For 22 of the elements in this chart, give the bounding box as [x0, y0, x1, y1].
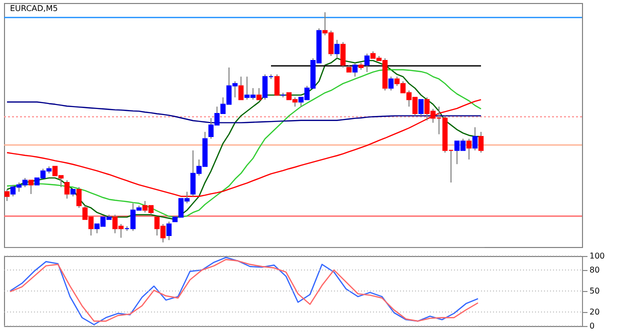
candlestick: [64, 180, 70, 200]
candlestick: [478, 131, 484, 154]
candlestick: [76, 186, 82, 208]
candlestick: [274, 74, 280, 96]
y-tick-label: 20: [590, 308, 600, 316]
chart-title: EURCAD,M5: [10, 4, 58, 13]
candlestick: [28, 180, 34, 195]
candlestick: [334, 39, 340, 59]
candlestick: [256, 88, 262, 100]
candlestick: [340, 42, 346, 68]
candlestick: [418, 99, 424, 116]
y-tick-label: 80: [590, 266, 600, 274]
candlestick: [472, 126, 478, 151]
candlestick: [466, 138, 472, 160]
candlestick: [388, 76, 394, 91]
y-tick-label: 50: [590, 286, 600, 296]
candlestick: [166, 221, 172, 241]
candlestick: [364, 53, 370, 73]
candlestick: [352, 62, 358, 78]
y-tick-label: 0: [590, 322, 595, 330]
y-tick-label: 100: [590, 252, 605, 260]
candlestick: [238, 76, 244, 100]
